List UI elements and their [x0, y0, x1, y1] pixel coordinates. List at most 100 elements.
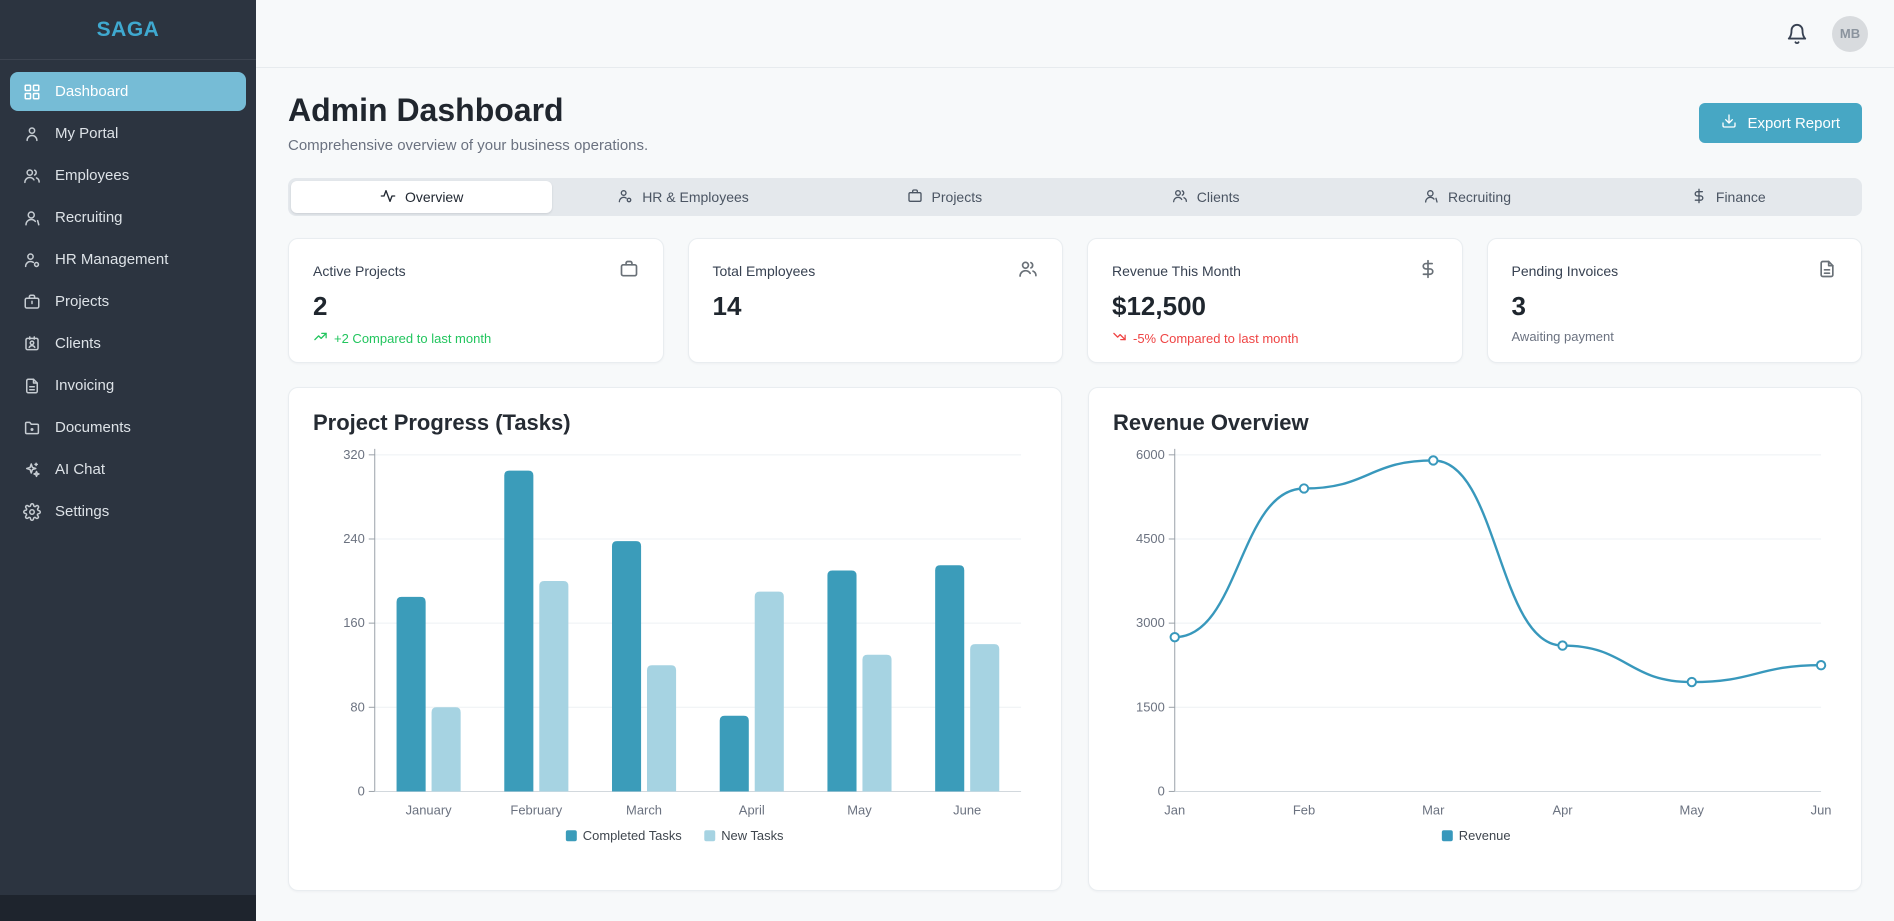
activity-icon: [380, 188, 396, 207]
export-report-button[interactable]: Export Report: [1699, 103, 1862, 143]
stat-trend: Awaiting payment: [1512, 329, 1614, 344]
svg-text:Apr: Apr: [1552, 802, 1573, 817]
stat-label: Total Employees: [713, 263, 816, 279]
sidebar-item-label: Invoicing: [55, 377, 114, 394]
svg-text:0: 0: [1158, 783, 1165, 798]
export-report-label: Export Report: [1747, 115, 1840, 132]
svg-text:Completed Tasks: Completed Tasks: [583, 828, 682, 843]
svg-text:Jan: Jan: [1164, 802, 1185, 817]
stat-label: Revenue This Month: [1112, 263, 1241, 279]
sidebar: SAGA Dashboard My Portal Employees Recru…: [0, 0, 256, 921]
sidebar-item-dashboard[interactable]: Dashboard: [10, 72, 246, 111]
sidebar-item-employees[interactable]: Employees: [10, 156, 246, 195]
trending-up-icon: [313, 329, 328, 347]
sidebar-item-label: Dashboard: [55, 83, 128, 100]
chart-title: Project Progress (Tasks): [313, 410, 1037, 436]
sidebar-item-hr-management[interactable]: HR Management: [10, 240, 246, 279]
sidebar-item-settings[interactable]: Settings: [10, 492, 246, 531]
page-title: Admin Dashboard: [288, 92, 648, 129]
sidebar-item-label: My Portal: [55, 125, 118, 142]
sidebar-item-my-portal[interactable]: My Portal: [10, 114, 246, 153]
svg-text:3000: 3000: [1136, 615, 1165, 630]
notifications-bell-icon[interactable]: [1786, 23, 1808, 45]
tab-overview[interactable]: Overview: [291, 181, 552, 213]
svg-text:80: 80: [350, 699, 364, 714]
trending-down-icon: [1112, 329, 1127, 347]
sidebar-item-label: Projects: [55, 293, 109, 310]
user-round-icon: [23, 209, 41, 227]
sidebar-item-clients[interactable]: Clients: [10, 324, 246, 363]
tab-bar: Overview HR & Employees Projects Clients…: [288, 178, 1862, 216]
sidebar-item-label: Documents: [55, 419, 131, 436]
tab-hr-employees[interactable]: HR & Employees: [552, 181, 813, 213]
user-avatar[interactable]: MB: [1832, 16, 1868, 52]
sidebar-menu: Dashboard My Portal Employees Recruiting…: [0, 60, 256, 543]
sidebar-item-recruiting[interactable]: Recruiting: [10, 198, 246, 237]
tab-label: Recruiting: [1448, 189, 1511, 205]
sidebar-item-invoicing[interactable]: Invoicing: [10, 366, 246, 405]
tab-label: HR & Employees: [642, 189, 749, 205]
stat-card-total-employees: Total Employees 14: [688, 238, 1064, 363]
briefcase-icon: [619, 259, 639, 282]
content: Admin Dashboard Comprehensive overview o…: [256, 68, 1894, 891]
stat-trend: +2 Compared to last month: [334, 331, 491, 346]
stat-card-pending-invoices: Pending Invoices 3 Awaiting payment: [1487, 238, 1863, 363]
svg-text:0: 0: [358, 783, 365, 798]
tab-projects[interactable]: Projects: [814, 181, 1075, 213]
app-logo: SAGA: [0, 0, 256, 60]
svg-text:Mar: Mar: [1422, 802, 1445, 817]
stat-value: 2: [313, 291, 639, 322]
tab-finance[interactable]: Finance: [1598, 181, 1859, 213]
svg-text:February: February: [510, 802, 562, 817]
tab-label: Overview: [405, 189, 463, 205]
stat-card-revenue: Revenue This Month $12,500 -5% Compared …: [1087, 238, 1463, 363]
svg-text:6000: 6000: [1136, 447, 1165, 462]
id-card-icon: [23, 335, 41, 353]
dollar-icon: [1691, 188, 1707, 207]
gear-icon: [23, 503, 41, 521]
sidebar-footer-strip: [0, 895, 256, 921]
briefcase-icon: [907, 188, 923, 207]
sidebar-item-projects[interactable]: Projects: [10, 282, 246, 321]
sidebar-item-documents[interactable]: Documents: [10, 408, 246, 447]
project-progress-card: Project Progress (Tasks) 080160240320Jan…: [288, 387, 1062, 891]
svg-text:160: 160: [343, 615, 365, 630]
svg-text:June: June: [953, 802, 981, 817]
layout-grid-icon: [23, 83, 41, 101]
users-icon: [1018, 259, 1038, 282]
tab-label: Clients: [1197, 189, 1240, 205]
folder-icon: [23, 419, 41, 437]
sidebar-item-label: Recruiting: [55, 209, 123, 226]
svg-text:January: January: [406, 802, 453, 817]
svg-text:320: 320: [343, 447, 365, 462]
user-cog-icon: [23, 251, 41, 269]
user-cog-icon: [617, 188, 633, 207]
stat-value: 14: [713, 291, 1039, 322]
revenue-overview-card: Revenue Overview 01500300045006000JanFeb…: [1088, 387, 1862, 891]
svg-text:New Tasks: New Tasks: [721, 828, 783, 843]
main-area: MB Admin Dashboard Comprehensive overvie…: [256, 0, 1894, 921]
stat-cards-row: Active Projects 2 +2 Compared to last mo…: [288, 238, 1862, 363]
svg-text:4500: 4500: [1136, 531, 1165, 546]
stat-card-active-projects: Active Projects 2 +2 Compared to last mo…: [288, 238, 664, 363]
tab-recruiting[interactable]: Recruiting: [1336, 181, 1597, 213]
stat-value: $12,500: [1112, 291, 1438, 322]
sidebar-item-label: Settings: [55, 503, 109, 520]
sparkles-icon: [23, 461, 41, 479]
file-text-icon: [23, 377, 41, 395]
topbar: MB: [256, 0, 1894, 68]
user-round-icon: [1423, 188, 1439, 207]
sidebar-item-label: HR Management: [55, 251, 168, 268]
svg-text:May: May: [847, 802, 872, 817]
sidebar-item-ai-chat[interactable]: AI Chat: [10, 450, 246, 489]
users-icon: [23, 167, 41, 185]
tab-clients[interactable]: Clients: [1075, 181, 1336, 213]
stat-value: 3: [1512, 291, 1838, 322]
tab-label: Finance: [1716, 189, 1766, 205]
users-icon: [1172, 188, 1188, 207]
page-subtitle: Comprehensive overview of your business …: [288, 137, 648, 154]
sidebar-item-label: Clients: [55, 335, 101, 352]
revenue-line-chart: 01500300045006000JanFebMarAprMayJunReven…: [1113, 440, 1837, 872]
user-icon: [23, 125, 41, 143]
svg-text:Revenue: Revenue: [1459, 828, 1511, 843]
